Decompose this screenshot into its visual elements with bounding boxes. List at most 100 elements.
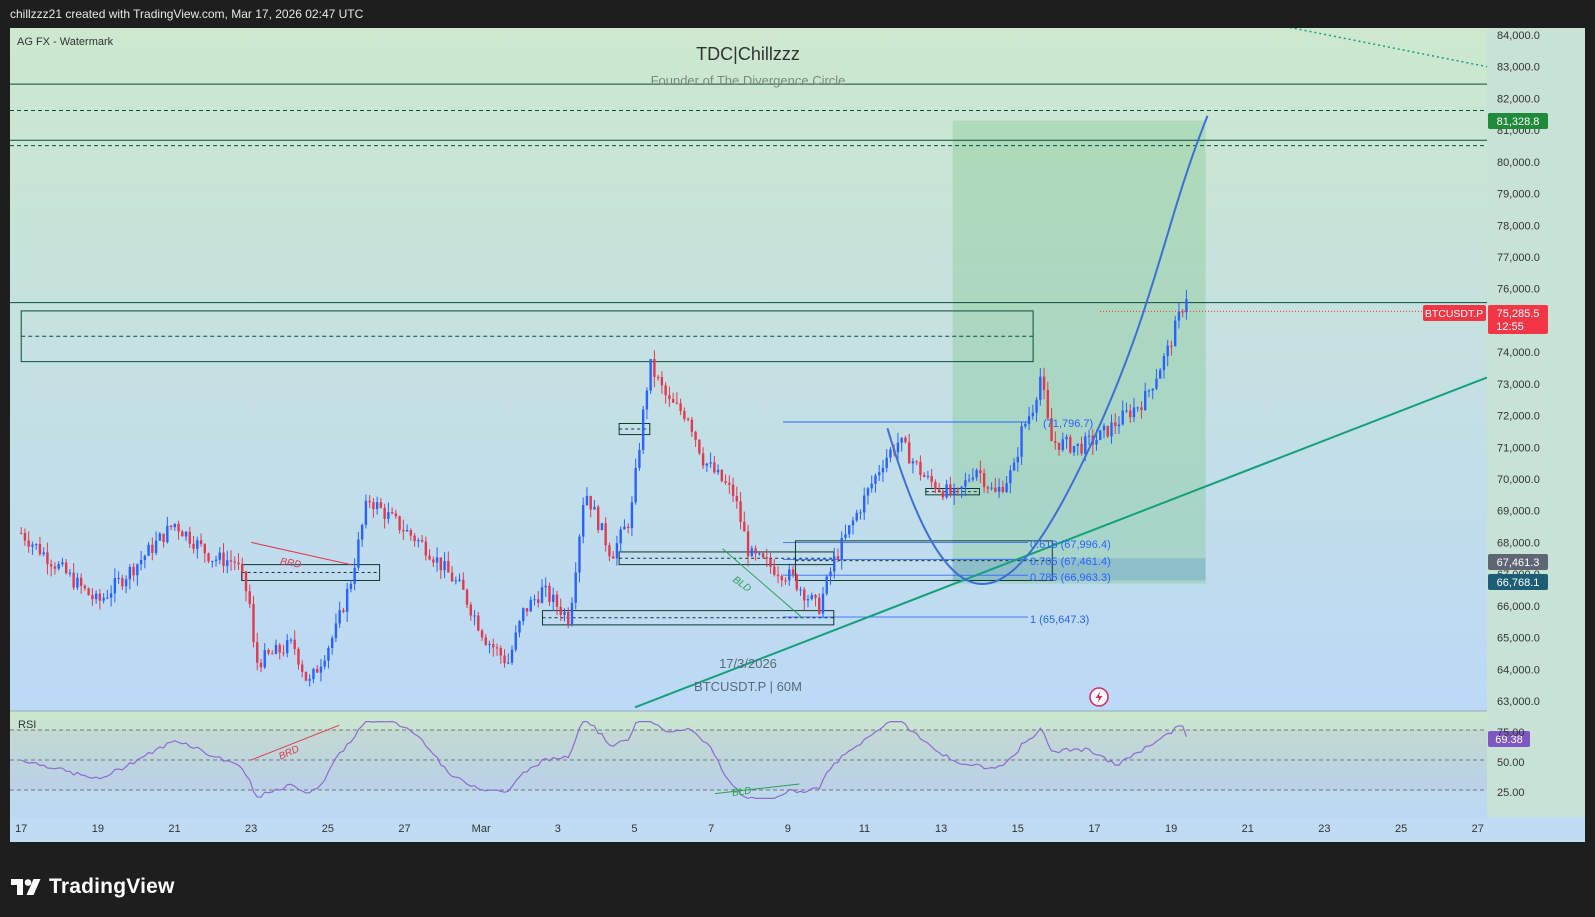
candle <box>656 374 660 381</box>
candle-body <box>608 545 611 557</box>
candle <box>1042 367 1046 400</box>
lightning-icon[interactable] <box>1089 687 1109 707</box>
candle <box>128 564 132 590</box>
candle-body <box>840 537 843 560</box>
candle <box>686 417 690 422</box>
time-tick: 15 <box>1012 823 1024 835</box>
candle-body <box>810 594 813 600</box>
price-tick: 70,000.0 <box>1497 474 1540 486</box>
price-tick: 76,000.0 <box>1497 284 1540 296</box>
candle-body <box>664 385 667 396</box>
candle <box>904 435 907 444</box>
candle-body <box>121 577 124 587</box>
candle <box>1005 475 1008 494</box>
candle <box>615 535 619 566</box>
candle <box>1020 422 1023 465</box>
candle <box>690 416 694 437</box>
candle-body <box>1147 390 1151 392</box>
candle-body <box>765 557 768 559</box>
candle <box>218 547 221 565</box>
candle-body <box>803 589 806 601</box>
attribution-bar: chillzzz21 created with TradingView.com,… <box>0 0 1595 28</box>
candle-body <box>761 553 765 558</box>
candle-body <box>713 462 716 473</box>
candle <box>211 560 214 568</box>
candle <box>1057 442 1061 456</box>
candle-body <box>458 579 461 581</box>
candle-body <box>289 639 293 641</box>
candle-body <box>979 470 982 474</box>
candle <box>649 359 652 394</box>
candle-body <box>653 359 656 377</box>
candle <box>716 464 720 475</box>
candle-body <box>319 666 323 673</box>
candle-body <box>694 431 697 440</box>
candle-body <box>353 567 356 584</box>
candle-body <box>975 470 978 478</box>
candle-body <box>784 580 787 582</box>
candle <box>896 432 900 460</box>
candle <box>582 497 585 544</box>
candle <box>567 607 570 629</box>
candle-body <box>731 484 735 497</box>
candle <box>1072 445 1076 456</box>
candle-body <box>1065 436 1068 440</box>
candle-body <box>61 562 64 565</box>
candle-body <box>1173 320 1177 347</box>
candle <box>1039 368 1042 406</box>
candle-body <box>143 555 147 561</box>
candle <box>907 434 911 464</box>
rising-trendline <box>634 376 1487 709</box>
candle <box>1166 339 1169 367</box>
candle <box>1155 368 1158 391</box>
candle-body <box>934 481 937 490</box>
candle-body <box>338 610 341 624</box>
candle <box>162 533 165 548</box>
bld-label-rsi: BLD <box>731 785 752 799</box>
candle-body <box>619 529 622 544</box>
candle <box>537 591 540 608</box>
candle <box>372 498 375 518</box>
price-tick: 79,000.0 <box>1497 189 1540 201</box>
last-price-text: 75,285.5 <box>1497 308 1540 320</box>
candle <box>795 573 798 592</box>
candle-body <box>1155 378 1158 389</box>
time-tick: 17 <box>15 823 27 835</box>
tradingview-brand: TradingView <box>49 875 175 898</box>
candle-body <box>675 402 679 404</box>
candle <box>548 582 551 606</box>
candle-body <box>278 644 281 653</box>
candle <box>192 535 195 554</box>
candle-body <box>57 564 60 569</box>
level-b-text: 66,768.1 <box>1497 577 1540 589</box>
candle-body <box>937 489 941 492</box>
candle <box>1129 404 1132 423</box>
candle-body <box>432 559 435 563</box>
candle <box>117 571 120 584</box>
rsi-brd-line <box>250 724 340 761</box>
candle-body <box>507 662 510 664</box>
tradingview-logo[interactable]: TradingView <box>11 872 175 902</box>
candle <box>750 545 754 557</box>
candle <box>469 601 473 621</box>
candle <box>585 487 589 507</box>
candle-body <box>383 507 386 519</box>
candle <box>694 430 697 448</box>
time-tick: 25 <box>322 823 334 835</box>
candle <box>634 458 637 505</box>
price-tick: 65,000.0 <box>1497 633 1540 645</box>
chart-canvas[interactable]: 84,000.083,000.082,000.081,000.080,000.0… <box>10 28 1585 856</box>
candle-body <box>537 599 540 603</box>
rsi-band <box>10 730 1487 790</box>
candle <box>870 475 873 493</box>
candle <box>668 386 671 407</box>
candle <box>1054 431 1057 450</box>
candle-body <box>1125 410 1128 412</box>
candle-body <box>222 552 225 567</box>
candle <box>334 613 338 643</box>
candle-body <box>465 589 469 605</box>
candle-body <box>1140 407 1143 411</box>
rsi-value-text: 69.38 <box>1495 734 1523 746</box>
candle <box>878 464 881 481</box>
candle-body <box>900 437 903 443</box>
